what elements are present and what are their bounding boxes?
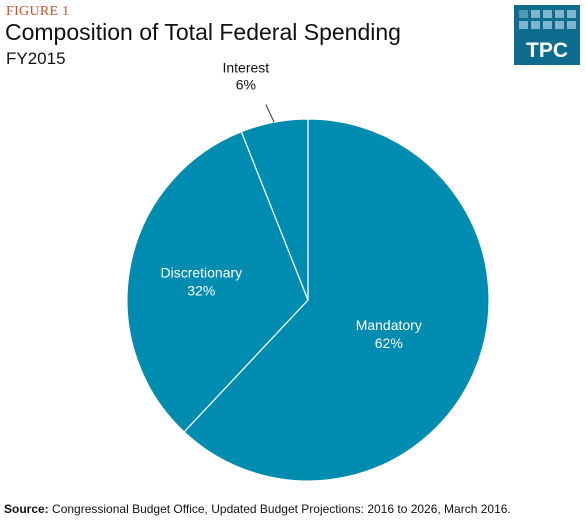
leader-line-interest xyxy=(265,104,275,123)
logo-square xyxy=(543,21,552,29)
logo-square xyxy=(519,10,528,18)
tpc-logo-icon: TPC xyxy=(514,5,580,65)
source-text: Congressional Budget Office, Updated Bud… xyxy=(48,502,511,516)
pie-slice-mandatory xyxy=(183,118,490,482)
figure-label: FIGURE 1 xyxy=(6,4,70,19)
logo-square xyxy=(543,10,552,18)
chart-title: Composition of Total Federal Spending xyxy=(5,19,401,45)
logo-square xyxy=(567,21,576,29)
slice-name-mandatory: Mandatory xyxy=(356,317,422,333)
source-note: Source: Congressional Budget Office, Upd… xyxy=(4,502,511,516)
logo-square xyxy=(567,10,576,18)
logo-square xyxy=(555,21,564,29)
slice-name-interest: Interest xyxy=(222,59,269,75)
logo-text: TPC xyxy=(526,39,568,62)
slice-name-discretionary: Discretionary xyxy=(160,265,242,281)
logo-square xyxy=(555,10,564,18)
logo-square xyxy=(531,10,540,18)
slice-value-mandatory: 62% xyxy=(375,335,403,351)
logo-square xyxy=(519,21,528,29)
slice-value-interest: 6% xyxy=(236,76,256,92)
chart-subtitle: FY2015 xyxy=(6,49,66,68)
logo-square xyxy=(531,21,540,29)
source-label: Source: xyxy=(4,502,49,516)
pie-slice-discretionary xyxy=(126,130,309,433)
pie-slice-interest xyxy=(240,118,309,301)
slice-value-discretionary: 32% xyxy=(187,283,215,299)
